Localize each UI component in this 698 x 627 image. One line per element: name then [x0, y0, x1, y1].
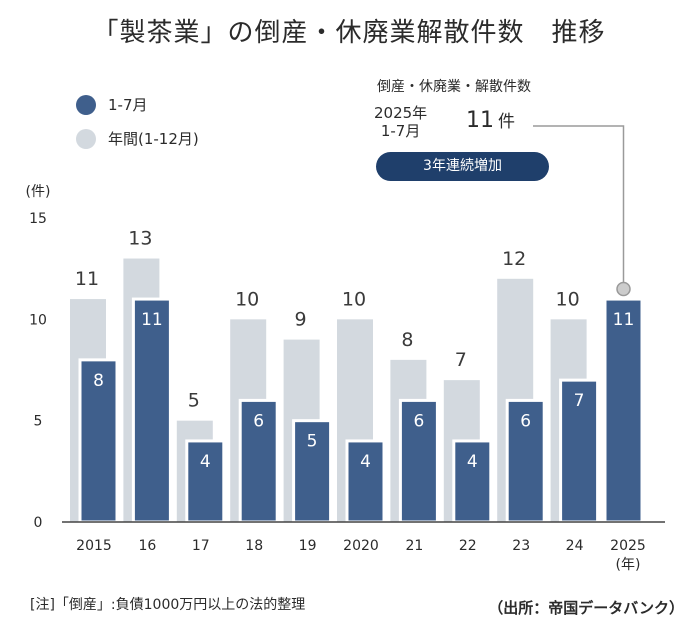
annual-value-label: 10 [235, 288, 259, 310]
x-tick-label: 18 [245, 538, 263, 554]
legend-label-jan-jul: 1-7月 [108, 96, 148, 114]
annual-value-label: 11 [75, 268, 99, 290]
x-tick-label: 2025 [610, 538, 646, 554]
callout-period: 2025年 1-7月 [374, 104, 427, 140]
x-tick-label: 22 [459, 538, 477, 554]
annual-value-label: 12 [502, 248, 526, 270]
x-tick-label: 23 [512, 538, 530, 554]
bar-jan-jul [345, 439, 386, 524]
x-axis-unit: (年) [616, 557, 641, 573]
y-axis-label: (件) [26, 184, 51, 200]
jan-jul-value-label: 11 [613, 310, 635, 330]
jan-jul-value-label: 4 [200, 452, 211, 472]
bar-jan-jul [398, 398, 439, 524]
x-tick-label: 19 [299, 538, 317, 554]
annual-value-label: 13 [128, 228, 152, 250]
bar-jan-jul [238, 398, 279, 524]
jan-jul-value-label: 8 [93, 371, 104, 391]
x-tick-label: 17 [192, 538, 210, 554]
callout-marker [616, 281, 631, 297]
annual-value-label: 5 [188, 390, 200, 412]
bar-jan-jul [131, 297, 172, 524]
callout-connector [533, 125, 625, 282]
jan-jul-value-label: 6 [253, 411, 264, 431]
annual-value-label: 9 [295, 309, 307, 331]
annual-value-label: 8 [401, 329, 413, 351]
footnote: [注]「倒産」:負債1000万円以上の法的整理 [30, 597, 306, 613]
annual-value-label: 10 [342, 288, 366, 310]
bar-jan-jul [505, 398, 546, 524]
callout-badge: 3年連続増加 [376, 152, 549, 181]
jan-jul-value-label: 4 [467, 452, 478, 472]
jan-jul-value-label: 6 [413, 411, 424, 431]
y-tick-label: 0 [34, 515, 43, 531]
callout-unit: 件 [498, 112, 515, 132]
x-tick-label: 2015 [76, 538, 112, 554]
callout-year-line2: 1-7月 [380, 122, 421, 140]
y-tick-label: 10 [29, 312, 47, 328]
jan-jul-value-label: 6 [520, 411, 531, 431]
x-tick-label: 21 [405, 538, 423, 554]
callout-year-line1: 2025年 [374, 104, 428, 122]
bar-jan-jul [603, 297, 644, 524]
legend-item-annual: 年間(1-12月) [76, 128, 199, 149]
bar-jan-jul [452, 439, 493, 524]
jan-jul-value-label: 5 [307, 432, 318, 452]
jan-jul-value-label: 4 [360, 452, 371, 472]
y-tick-label: 5 [34, 414, 43, 430]
x-tick-label: 24 [566, 538, 584, 554]
x-tick-label: 16 [138, 538, 156, 554]
bar-jan-jul [185, 439, 226, 524]
legend-label-annual: 年間(1-12月) [108, 130, 199, 148]
x-tick-label: 2020 [343, 538, 379, 554]
legend-swatch-jan-jul [76, 94, 96, 115]
callout-number: 11 [466, 108, 494, 133]
bar-jan-jul [559, 378, 600, 524]
source-credit: （出所：帝国データバンク） [488, 599, 684, 617]
legend-item-jan-jul: 1-7月 [76, 94, 148, 115]
bar-jan-jul [78, 358, 119, 524]
jan-jul-value-label: 7 [574, 391, 585, 411]
annual-value-label: 10 [556, 288, 580, 310]
callout-heading: 倒産・休廃業・解散件数 [377, 79, 531, 95]
y-tick-label: 15 [29, 211, 47, 227]
callout-value: 11 件 [466, 107, 515, 133]
chart-title: 「製茶業」の倒産・休廃業解散件数 推移 [92, 18, 606, 48]
jan-jul-value-label: 11 [141, 310, 163, 330]
legend-swatch-annual [76, 128, 96, 149]
annual-value-label: 7 [455, 349, 467, 371]
